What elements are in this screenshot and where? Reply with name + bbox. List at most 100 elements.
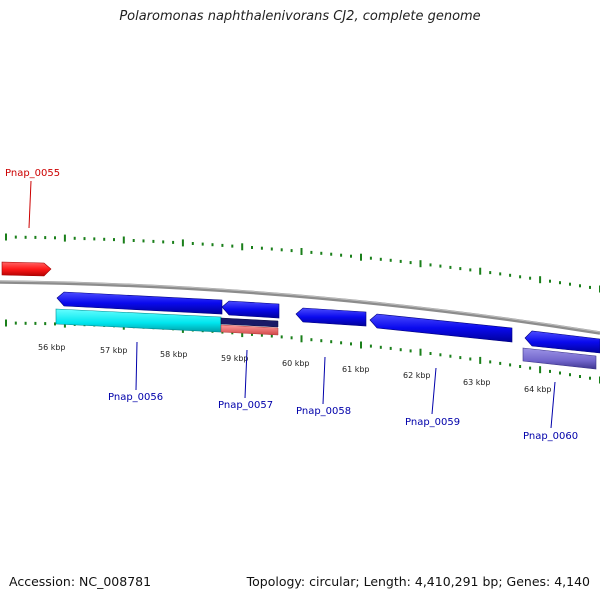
scale-tick-inner-minor	[549, 369, 551, 373]
scale-tick-inner-minor	[280, 335, 283, 339]
scale-tick-outer-minor	[93, 237, 96, 241]
scale-tick-outer-minor	[103, 237, 106, 241]
scale-tick-outer-major	[241, 243, 244, 251]
scale-tick-outer-major	[63, 234, 66, 242]
scale-tick-inner-minor	[379, 345, 382, 349]
scale-tick-inner-major	[360, 341, 362, 349]
scale-tick-outer-minor	[449, 265, 452, 269]
scale-tick-outer-major	[360, 253, 362, 261]
scale-tick-outer-minor	[489, 271, 492, 275]
scale-tick-inner-minor	[389, 346, 392, 350]
scale-tick-inner-minor	[559, 371, 561, 375]
scale-tick-outer-minor	[44, 236, 47, 240]
scale-tick-outer-minor	[429, 263, 432, 267]
gene-label-pnap-0059[interactable]: Pnap_0059	[405, 417, 460, 428]
scale-tick-outer-minor	[270, 247, 273, 251]
scale-tick-outer-minor	[73, 236, 76, 240]
scale-tick-outer-minor	[172, 240, 175, 244]
gene-pnap-0057-arrow[interactable]	[221, 300, 280, 319]
scale-tick-outer-minor	[389, 258, 392, 262]
gene-pnap-0060-arrow[interactable]	[524, 330, 600, 354]
scale-tick-inner-minor	[24, 321, 27, 325]
scale-tick-outer-minor	[290, 249, 293, 253]
gene-label-pnap-0060[interactable]: Pnap_0060	[523, 431, 578, 442]
gene-pnap-0056-leader	[135, 341, 138, 391]
gene-pnap-0055-arrow[interactable]	[1, 261, 52, 277]
scale-tick-outer-minor	[54, 236, 56, 240]
scale-tick-outer-minor	[399, 259, 402, 263]
scale-tick-outer-minor	[340, 253, 343, 257]
scale-tick-inner-minor	[489, 360, 492, 364]
gene-pnap-0059-arrow[interactable]	[369, 313, 513, 343]
scale-tick-outer-minor	[459, 267, 462, 271]
scale-tick-inner-minor	[251, 332, 253, 336]
gene-pnap-0059-leader	[431, 367, 437, 415]
scale-tick-outer-minor	[579, 284, 581, 288]
scale-tick-outer-major	[122, 236, 125, 244]
scale-tick-outer-minor	[34, 235, 37, 239]
feature-block-salmon[interactable]	[220, 324, 279, 336]
gene-pnap-0058-leader	[322, 356, 326, 405]
scale-tick-inner-minor	[499, 361, 502, 365]
scale-tick-inner-minor	[589, 376, 591, 380]
scale-tick-outer-minor	[369, 256, 372, 260]
scale-label-59: 59 kbp	[221, 354, 249, 363]
genome-backbone-highlight	[0, 280, 600, 333]
scale-tick-outer-minor	[83, 237, 86, 241]
scale-tick-outer-major	[181, 239, 184, 247]
scale-label-62: 62 kbp	[403, 371, 431, 380]
scale-tick-outer-minor	[439, 264, 442, 268]
scale-tick-inner-minor	[459, 356, 462, 360]
scale-ticks-outer	[5, 233, 600, 293]
feature-block-navy[interactable]	[220, 317, 279, 328]
scale-tick-outer-minor	[330, 252, 333, 256]
scale-label-57: 57 kbp	[100, 346, 128, 355]
scale-tick-outer-minor	[191, 242, 194, 245]
scale-tick-inner-minor	[320, 339, 323, 343]
scale-tick-outer-minor	[113, 238, 115, 242]
scale-tick-inner-minor	[290, 336, 293, 340]
scale-tick-inner-major	[419, 348, 422, 356]
scale-tick-outer-major	[479, 267, 482, 275]
scale-tick-inner-minor	[260, 333, 263, 337]
scale-tick-inner-minor	[350, 342, 352, 346]
scale-tick-inner-minor	[54, 322, 56, 326]
scale-tick-outer-minor	[469, 268, 472, 272]
scale-tick-outer-minor	[379, 257, 382, 261]
scale-tick-outer-minor	[529, 276, 532, 280]
scale-tick-inner-minor	[44, 322, 47, 326]
scale-tick-outer-minor	[132, 239, 135, 242]
scale-label-61: 61 kbp	[342, 365, 370, 374]
scale-tick-inner-minor	[14, 321, 17, 325]
scale-tick-outer-minor	[142, 239, 145, 243]
scale-tick-inner-minor	[529, 366, 532, 370]
scale-tick-outer-minor	[251, 246, 253, 249]
scale-tick-inner-minor	[469, 357, 472, 361]
scale-tick-outer-minor	[211, 243, 214, 247]
scale-tick-inner-minor	[449, 354, 452, 358]
scale-tick-outer-minor	[201, 242, 204, 246]
scale-tick-inner-minor	[340, 341, 343, 345]
gene-label-pnap-0056[interactable]: Pnap_0056	[108, 392, 163, 403]
scale-tick-outer-minor	[260, 246, 263, 250]
scale-tick-outer-minor	[162, 240, 165, 244]
scale-tick-outer-minor	[14, 235, 17, 239]
gene-label-pnap-0055[interactable]: Pnap_0055	[5, 168, 60, 179]
scale-tick-inner-minor	[330, 340, 333, 344]
scale-tick-inner-major	[5, 319, 7, 327]
gene-pnap-0055-leader	[28, 180, 32, 229]
feature-block-purple[interactable]	[522, 347, 597, 370]
scale-tick-outer-minor	[310, 250, 313, 254]
scale-tick-inner-major	[479, 356, 482, 364]
genome-title: Polaromonas naphthalenivorans CJ2, compl…	[119, 9, 481, 24]
scale-label-60: 60 kbp	[282, 359, 310, 368]
scale-tick-outer-minor	[24, 235, 27, 239]
gene-label-pnap-0058[interactable]: Pnap_0058	[296, 406, 351, 417]
accession-text: Accession: NC_008781	[9, 574, 152, 589]
gene-label-pnap-0057[interactable]: Pnap_0057	[218, 400, 273, 411]
topology-text: Topology: circular; Length: 4,410,291 bp…	[246, 574, 590, 589]
scale-tick-inner-minor	[569, 373, 571, 377]
scale-tick-outer-minor	[509, 273, 512, 277]
gene-pnap-0058-arrow[interactable]	[295, 307, 367, 327]
